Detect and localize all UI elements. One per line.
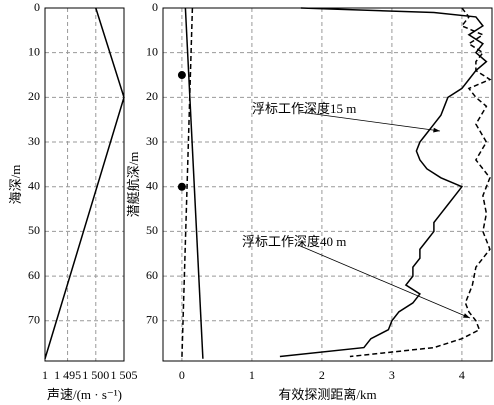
x-tick-label: 2 xyxy=(319,368,325,382)
x-tick-label: 1 xyxy=(42,368,48,382)
x-tick-label: 3 xyxy=(389,368,395,382)
y-tick-label: 10 xyxy=(28,44,40,58)
y-tick-label: 70 xyxy=(28,313,40,327)
arrow-head xyxy=(463,313,470,318)
plot-frame xyxy=(44,7,125,362)
x-axis-label: 声速/(m · s⁻¹) xyxy=(47,387,122,402)
y-tick-label: 30 xyxy=(28,134,40,148)
y-tick-label: 50 xyxy=(146,223,158,237)
annotation-arrow xyxy=(297,244,471,319)
annotation: 浮标工作深度40 m xyxy=(242,234,346,249)
y-tick-label: 30 xyxy=(146,134,158,148)
y-tick-label: 60 xyxy=(28,268,40,282)
annotation-arrow xyxy=(299,111,441,132)
x-tick-label: 0 xyxy=(179,368,185,382)
marker xyxy=(177,71,186,80)
y-tick-label: 10 xyxy=(146,44,158,58)
series-line xyxy=(349,7,492,358)
x-tick-label: 1 xyxy=(249,368,255,382)
annotation: 浮标工作深度15 m xyxy=(252,101,356,116)
y-tick-label: 70 xyxy=(146,313,158,327)
x-tick-label: 1 505 xyxy=(111,368,138,382)
y-tick-label: 20 xyxy=(28,89,40,103)
plot-frame xyxy=(162,7,493,362)
y-tick-label: 40 xyxy=(28,178,40,192)
series-line xyxy=(184,7,204,359)
marker xyxy=(177,182,186,191)
y-tick-label: 20 xyxy=(146,89,158,103)
x-tick-label: 1 495 xyxy=(54,368,81,382)
series-line xyxy=(181,7,194,359)
x-tick-label: 4 xyxy=(459,368,465,382)
arrow-head xyxy=(433,127,440,133)
y-tick-label: 0 xyxy=(152,0,158,14)
x-axis-label: 有效探测距离/km xyxy=(278,387,376,402)
x-tick-label: 1 500 xyxy=(82,368,109,382)
y-axis-label: 潜艇航深/m xyxy=(126,152,141,218)
y-axis-label: 海深/m xyxy=(8,165,23,205)
y-tick-label: 40 xyxy=(146,178,158,192)
y-tick-label: 60 xyxy=(146,268,158,282)
series-line xyxy=(44,7,125,359)
y-tick-label: 50 xyxy=(28,223,40,237)
series-line xyxy=(279,7,488,358)
y-tick-label: 0 xyxy=(34,0,40,14)
